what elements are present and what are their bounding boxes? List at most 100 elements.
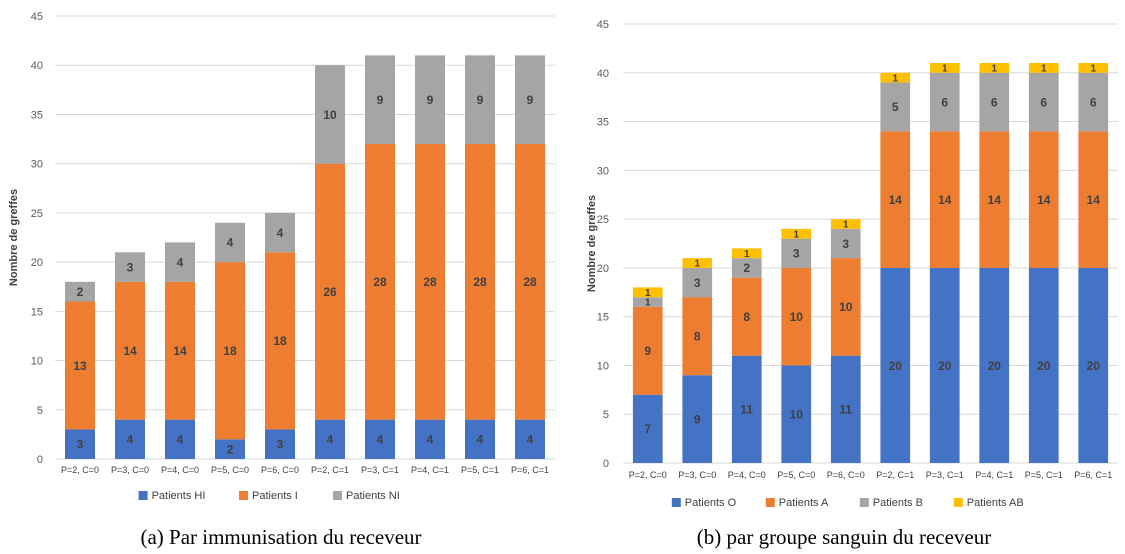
y-tick-label-a-15: 15 <box>31 306 43 318</box>
data-label-a-2-5: 18 <box>273 334 287 348</box>
bar-a-3-3 <box>165 242 195 282</box>
x-tick-label-b-5: P=6, C=0 <box>827 470 865 480</box>
bar-b-2-5 <box>830 258 861 356</box>
data-label-b-1-6: 20 <box>889 359 903 373</box>
legend-label-b-2: Patients A <box>779 497 829 509</box>
bar-b-4-1 <box>632 287 663 298</box>
data-label-b-4-1: 1 <box>645 288 651 299</box>
bar-a-1-4 <box>215 439 245 459</box>
data-label-a-1-9: 4 <box>477 433 484 447</box>
data-label-b-3-7: 6 <box>941 95 948 109</box>
x-tick-label-a-5: P=6, C=0 <box>261 465 299 475</box>
bar-a-2-7 <box>365 143 395 420</box>
data-label-b-4-7: 1 <box>942 64 948 75</box>
data-label-a-3-8: 9 <box>427 93 434 107</box>
chart-a-svg: 0 5 10 15 20 25 30 35 40 45 Nombre de greffes 3 13 2 P… <box>8 11 555 502</box>
bar-b-2-8 <box>979 131 1010 268</box>
x-tick-label-a-7: P=3, C=1 <box>361 465 399 475</box>
bar-b-3-7 <box>929 72 960 132</box>
bar-b-2-2 <box>682 297 713 376</box>
y-tick-label-b-30: 30 <box>597 165 609 177</box>
y-tick-label-b-15: 15 <box>597 312 609 324</box>
bar-b-4-7 <box>929 63 960 73</box>
bar-b-1-3 <box>731 355 762 463</box>
data-label-a-1-5: 3 <box>277 438 284 452</box>
data-label-a-1-10: 4 <box>527 433 534 447</box>
data-label-b-4-9: 1 <box>1041 64 1047 75</box>
y-tick-label-b-5: 5 <box>603 409 609 421</box>
data-label-b-3-2: 3 <box>694 276 701 290</box>
x-tick-label-b-2: P=3, C=0 <box>678 470 716 480</box>
data-label-a-3-1: 2 <box>77 285 84 299</box>
bar-a-1-5 <box>265 429 295 459</box>
y-tick-label-b-40: 40 <box>597 68 609 80</box>
bar-b-4-3 <box>731 248 762 259</box>
data-label-a-3-2: 3 <box>127 260 134 274</box>
x-tick-label-a-8: P=4, C=1 <box>411 465 449 475</box>
chart-panel-a: 0 5 10 15 20 25 30 35 40 45 Nombre de greffes 3 13 2 P… <box>0 0 562 520</box>
bar-a-1-9 <box>465 419 495 459</box>
data-label-b-1-9: 20 <box>1037 359 1051 373</box>
bar-a-3-10 <box>515 55 545 144</box>
data-label-b-2-2: 8 <box>694 329 701 343</box>
legend-label-b-4: Patients AB <box>967 497 1024 509</box>
bar-b-4-8 <box>979 63 1010 73</box>
chart-panel-b: 0 5 10 15 20 25 30 35 40 45 Nombre de greffes 7 9 1 1 P… <box>563 0 1125 520</box>
data-label-b-3-5: 3 <box>842 237 849 251</box>
legend-label-a-1: Patients HI <box>152 490 206 502</box>
data-label-a-3-3: 4 <box>177 255 184 269</box>
bar-a-3-9 <box>465 55 495 144</box>
bar-a-1-3 <box>165 419 195 459</box>
bar-b-2-7 <box>929 131 960 268</box>
bar-a-2-5 <box>265 252 295 430</box>
x-tick-label-b-3: P=4, C=0 <box>728 470 766 480</box>
bar-b-2-6 <box>880 131 911 268</box>
data-label-a-2-7: 28 <box>373 275 387 289</box>
data-label-a-3-6: 10 <box>323 108 337 122</box>
data-label-b-2-4: 10 <box>790 310 804 324</box>
data-label-b-4-5: 1 <box>843 220 849 231</box>
data-label-a-2-10: 28 <box>523 275 537 289</box>
data-label-a-2-1: 13 <box>73 359 87 373</box>
legend-label-b-3: Patients B <box>873 497 923 509</box>
data-label-b-4-2: 1 <box>694 259 700 270</box>
y-axis-label-b: Nombre de greffes <box>586 195 598 292</box>
bar-b-4-4 <box>781 228 812 239</box>
data-label-b-4-10: 1 <box>1090 64 1096 75</box>
data-label-b-4-3: 1 <box>744 249 750 260</box>
data-label-b-2-3: 8 <box>743 310 750 324</box>
bar-b-1-6 <box>880 267 911 463</box>
bar-a-2-9 <box>465 143 495 420</box>
data-label-a-3-7: 9 <box>377 93 384 107</box>
data-label-b-3-9: 6 <box>1040 95 1047 109</box>
bar-b-4-5 <box>830 219 861 229</box>
bar-a-3-1 <box>65 281 95 302</box>
data-label-a-2-8: 28 <box>423 275 437 289</box>
x-tick-label-b-6: P=2, C=1 <box>876 470 914 480</box>
data-label-b-1-7: 20 <box>938 359 952 373</box>
legend-label-a-3: Patients NI <box>346 490 400 502</box>
y-tick-label-a-5: 5 <box>37 405 43 417</box>
data-label-b-1-1: 7 <box>644 422 651 436</box>
bar-b-4-6 <box>880 72 911 83</box>
data-label-b-2-10: 14 <box>1087 193 1101 207</box>
x-tick-label-a-9: P=5, C=1 <box>461 465 499 475</box>
y-tick-label-b-20: 20 <box>597 263 609 275</box>
data-label-a-1-4: 2 <box>227 442 234 456</box>
x-tick-label-b-8: P=4, C=1 <box>975 470 1013 480</box>
data-label-b-2-8: 14 <box>988 193 1002 207</box>
data-label-a-1-6: 4 <box>327 433 334 447</box>
data-label-a-1-2: 4 <box>127 433 134 447</box>
y-axis-label-a: Nombre de greffes <box>8 189 20 286</box>
bar-a-2-2 <box>115 281 145 420</box>
bar-b-3-3 <box>731 258 762 278</box>
y-tick-label-b-0: 0 <box>603 458 609 470</box>
legend-swatch-a-3 <box>333 491 342 500</box>
bar-a-3-4 <box>215 222 245 263</box>
data-label-a-2-2: 14 <box>123 344 137 358</box>
legend-swatch-b-4 <box>953 498 963 507</box>
bar-a-3-5 <box>265 212 295 253</box>
data-label-a-2-4: 18 <box>223 344 237 358</box>
x-tick-label-b-10: P=6, C=1 <box>1074 470 1112 480</box>
x-tick-label-a-3: P=4, C=0 <box>161 465 199 475</box>
